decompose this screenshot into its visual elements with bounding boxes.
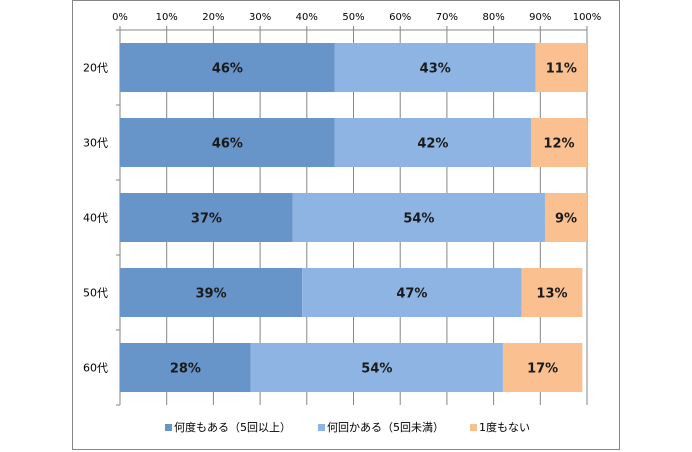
bar-segment xyxy=(250,343,503,392)
data-label: 28% xyxy=(170,362,201,377)
x-tick-label: 20% xyxy=(202,12,224,23)
data-label: 17% xyxy=(527,362,558,377)
data-label: 12% xyxy=(543,137,574,152)
category-label: 20代 xyxy=(83,62,108,75)
x-tick-label: 90% xyxy=(529,12,551,23)
bar-segment xyxy=(334,43,536,92)
legend-label: 何度もある（5回以上） xyxy=(174,420,291,434)
data-label: 54% xyxy=(361,362,392,377)
x-tick-label: 50% xyxy=(342,12,364,23)
data-label: 46% xyxy=(212,137,243,152)
data-label: 39% xyxy=(196,287,227,302)
data-label: 11% xyxy=(546,62,577,77)
bar-segment xyxy=(502,343,583,392)
bar-segment xyxy=(120,43,335,92)
category-label: 50代 xyxy=(83,287,108,300)
bar-segment xyxy=(535,43,587,92)
bar-segment xyxy=(120,268,303,317)
bar-segment xyxy=(521,268,583,317)
x-tick-label: 70% xyxy=(436,12,458,23)
legend-swatch xyxy=(470,424,477,431)
category-label: 40代 xyxy=(83,212,108,225)
legend-label: 何回かある（5回未満） xyxy=(327,421,444,434)
data-label: 54% xyxy=(403,212,434,227)
data-label: 42% xyxy=(417,137,448,152)
bar-segment xyxy=(302,268,522,317)
data-label: 37% xyxy=(191,212,222,227)
data-label: 46% xyxy=(212,62,243,77)
category-label: 30代 xyxy=(83,137,108,150)
bar-segment xyxy=(292,193,545,242)
data-label: 47% xyxy=(396,287,427,302)
bar-segment xyxy=(334,118,531,167)
x-tick-label: 40% xyxy=(296,12,318,23)
x-tick-label: 100% xyxy=(573,12,602,23)
bar-segment xyxy=(120,343,251,392)
bar-segment xyxy=(530,118,587,167)
legend-label: 1度もない xyxy=(479,420,530,434)
bar-segment xyxy=(544,193,587,242)
x-tick-label: 30% xyxy=(249,12,271,23)
x-tick-label: 60% xyxy=(389,12,411,23)
x-tick-label: 80% xyxy=(482,12,504,23)
legend-swatch xyxy=(165,424,172,431)
data-label: 13% xyxy=(536,287,567,302)
x-tick-label: 10% xyxy=(156,12,178,23)
bar-segment xyxy=(120,193,293,242)
data-label: 9% xyxy=(555,212,577,227)
bar-segment xyxy=(120,118,335,167)
legend-swatch xyxy=(318,424,325,431)
x-tick-label: 0% xyxy=(112,12,128,23)
category-label: 60代 xyxy=(83,362,108,375)
data-label: 43% xyxy=(420,62,451,77)
